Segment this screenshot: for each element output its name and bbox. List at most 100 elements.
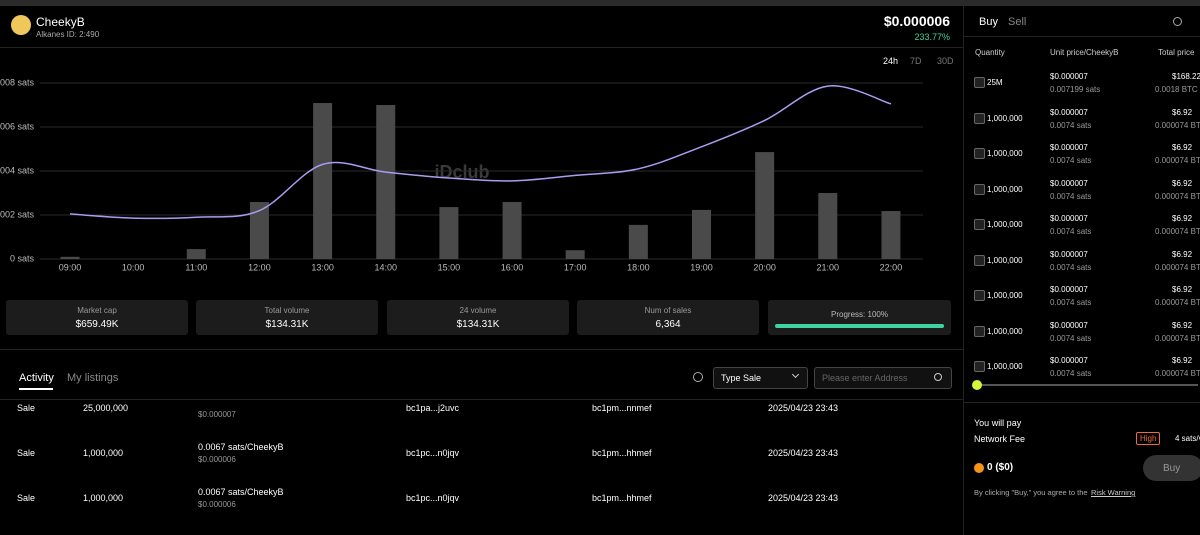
row-checkbox[interactable] — [974, 254, 985, 266]
row-unit-sats: 0.0074 sats — [1050, 120, 1092, 130]
row-checkbox[interactable] — [974, 77, 985, 88]
row-total-btc: 0.000074 BTC — [1155, 369, 1200, 378]
timeframe-tab[interactable]: 24h — [883, 56, 899, 66]
row-unit: $0.000007 — [1050, 178, 1088, 188]
row-price: 0.0067 sats/CheekyB — [198, 487, 284, 497]
price-line — [69, 85, 892, 220]
row-type: Sale — [17, 403, 36, 413]
row-checkbox[interactable] — [974, 361, 985, 372]
row-price: 0.0067 sats/CheekyB — [198, 442, 284, 452]
divider — [963, 6, 964, 535]
stat-card: Num of sales 6,364 — [577, 300, 759, 335]
bar — [565, 250, 585, 259]
row-checkbox[interactable] — [974, 219, 985, 230]
refresh-icon[interactable] — [693, 372, 703, 382]
row-total-btc: 0.0018 BTC — [1155, 85, 1198, 94]
row-unit: $0.000007 — [1050, 72, 1088, 81]
risk-link[interactable]: Risk Warning — [1091, 488, 1136, 497]
row-total-btc: 0.000074 BTC — [1155, 191, 1200, 201]
token-avatar — [11, 15, 31, 35]
row-time[interactable]: 2025/04/23 23:43 — [768, 493, 839, 503]
row-total-btc: 0.000074 BTC — [1155, 227, 1200, 236]
bar — [376, 105, 396, 259]
row-time[interactable]: 2025/04/23 23:43 — [768, 448, 839, 458]
row-total: $6.92 — [1172, 285, 1193, 294]
x-tick-label: 17:00 — [564, 262, 587, 272]
row-unit: $0.000007 — [1050, 320, 1088, 330]
activity-tab[interactable]: Activity — [19, 372, 54, 384]
row-quantity: 1,000,000 — [987, 362, 1023, 371]
row-usd: $0.000006 — [198, 500, 236, 509]
btc-icon — [974, 463, 984, 473]
x-tick-label: 16:00 — [501, 262, 524, 272]
bar — [439, 207, 459, 259]
activity-tab[interactable]: My listings — [67, 372, 119, 384]
row-time[interactable]: 2025/04/23 23:43 — [768, 403, 839, 413]
bar — [881, 211, 901, 259]
x-tick-label: 21:00 — [817, 262, 840, 272]
trade-panel: Buy Sell Quantity Unit price/CheekyB Total p… — [964, 6, 1200, 535]
row-to[interactable]: bc1pm...hhmef — [592, 448, 652, 458]
row-unit-sats: 0.007199 sats — [1050, 85, 1101, 94]
row-unit: $0.000007 — [1050, 285, 1088, 294]
x-tick-label: 12:00 — [248, 262, 271, 272]
row-checkbox[interactable] — [974, 148, 985, 159]
token-name: CheekyB — [36, 15, 85, 29]
row-to[interactable]: bc1pm...hhmef — [592, 493, 652, 503]
row-type: Sale — [17, 448, 36, 458]
row-quantity: 1,000,000 — [987, 184, 1023, 194]
row-checkbox[interactable] — [974, 290, 985, 301]
row-to[interactable]: bc1pm...nnmef — [592, 403, 652, 413]
stat-card: Total volume $134.31K — [196, 300, 378, 335]
row-quantity: 1,000,000 — [987, 113, 1023, 123]
divider — [964, 36, 1200, 37]
row-type: Sale — [17, 493, 36, 503]
row-checkbox[interactable] — [974, 183, 985, 195]
timeframe-tab[interactable]: 7D — [910, 56, 922, 66]
price: $0.000006 — [883, 13, 950, 29]
bar — [60, 256, 80, 259]
row-from[interactable]: bc1pc...n0jqv — [406, 448, 460, 458]
buy-button[interactable]: Buy — [1143, 455, 1200, 481]
stat-value: $134.31K — [456, 319, 500, 330]
row-unit-sats: 0.0074 sats — [1050, 227, 1092, 236]
trade-tab[interactable]: Sell — [1008, 16, 1027, 28]
row-unit-sats: 0.0074 sats — [1050, 298, 1092, 307]
divider — [964, 402, 1200, 403]
price-change: 233.77% — [914, 32, 950, 42]
progress-card: Progress: 100% — [768, 300, 951, 335]
pay-label: You will pay — [974, 418, 1022, 428]
y-tick-label: 0.002 sats — [0, 209, 34, 219]
address-input[interactable]: Please enter Address — [814, 367, 952, 389]
bar — [313, 103, 333, 259]
slider-knob[interactable] — [972, 380, 982, 390]
trade-tab[interactable]: Buy — [979, 16, 998, 28]
row-total-btc: 0.000074 BTC — [1155, 156, 1200, 165]
bar — [249, 202, 269, 259]
stat-card: Market cap $659.49K — [6, 300, 188, 335]
bar — [628, 224, 648, 259]
x-tick-label: 13:00 — [311, 262, 334, 272]
row-checkbox[interactable] — [974, 112, 985, 124]
row-unit: $0.000007 — [1050, 107, 1088, 117]
row-quantity: 1,000,000 — [987, 291, 1023, 300]
refresh-icon[interactable] — [1173, 17, 1182, 26]
y-tick-label: 0.004 sats — [0, 165, 34, 175]
row-checkbox[interactable] — [974, 325, 985, 337]
y-tick-label: 0.006 sats — [0, 121, 34, 131]
progress-label: Progress: 100% — [831, 310, 888, 319]
x-tick-label: 11:00 — [185, 262, 207, 272]
divider — [0, 47, 963, 48]
timeframe-tab[interactable]: 30D — [937, 56, 954, 66]
row-total: $6.92 — [1172, 143, 1193, 152]
bar — [186, 249, 206, 259]
row-from[interactable]: bc1pa...j2uvc — [406, 403, 460, 413]
row-total-btc: 0.000074 BTC — [1155, 120, 1200, 130]
row-from[interactable]: bc1pc...n0jqv — [406, 493, 460, 503]
left-panel: CheekyB Alkanes ID: 2:490 $0.000006 233.… — [0, 6, 963, 535]
progress-bar — [775, 324, 944, 328]
row-total-btc: 0.000074 BTC — [1155, 333, 1200, 343]
x-tick-label: 18:00 — [627, 262, 650, 272]
type-select[interactable]: Type Sale — [713, 367, 808, 389]
